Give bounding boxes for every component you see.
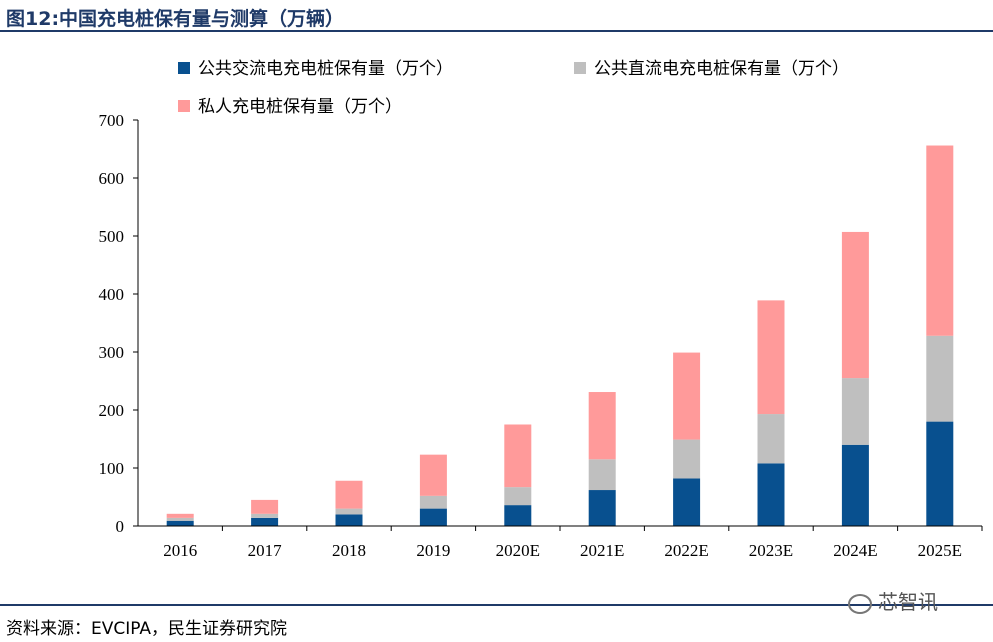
y-tick-label: 100 (99, 459, 125, 478)
wechat-icon (848, 593, 872, 614)
bar-segment-3 (841, 231, 869, 379)
bar-segment-2 (588, 459, 616, 491)
bar-segment-2 (335, 508, 363, 515)
y-axis: 0 100 200 300 400 500 600 700 (99, 111, 139, 536)
footer-divider (0, 604, 993, 606)
bar-segment-3 (335, 480, 363, 509)
bar-segment-1 (419, 508, 447, 526)
legend-label: 私人充电桩保有量（万个） (198, 97, 402, 117)
x-tick-label: 2016 (163, 541, 197, 560)
legend-swatch (574, 62, 586, 74)
bar-segment-3 (504, 424, 532, 488)
bar-segment-1 (335, 514, 363, 526)
bar-segment-2 (841, 378, 869, 445)
bars-group (166, 145, 954, 526)
watermark: 芯智讯 (848, 586, 938, 615)
y-tick-label: 600 (99, 169, 125, 188)
watermark-text: 芯智讯 (878, 590, 938, 614)
x-tick-label: 2018 (332, 541, 366, 560)
y-tick-label: 500 (99, 227, 125, 246)
bar-segment-2 (251, 513, 279, 518)
bar-segment-1 (841, 444, 869, 526)
bar-segment-3 (419, 454, 447, 496)
x-tick-label: 2020E (496, 541, 540, 560)
bar-segment-2 (166, 517, 194, 521)
bar-segment-2 (926, 335, 954, 422)
bar-segment-1 (757, 463, 785, 526)
x-axis: 2016 2017 2018 2019 2020E 2021E 2022E 2023E 2024… (138, 525, 983, 560)
bar-segment-3 (926, 145, 954, 336)
x-tick-label: 2022E (664, 541, 708, 560)
source-note: 资料来源：EVCIPA，民生证券研究院 (6, 619, 288, 639)
x-tick-label: 2019 (416, 541, 450, 560)
chart-legend: 公共交流电充电桩保有量（万个） 公共直流电充电桩保有量（万个） 私人充电桩保有量（万… (178, 59, 849, 117)
x-tick-label: 2024E (833, 541, 877, 560)
legend-swatch (178, 100, 190, 112)
legend-label: 公共交流电充电桩保有量（万个） (198, 59, 453, 79)
y-tick-label: 200 (99, 401, 125, 420)
bar-segment-3 (251, 499, 279, 514)
bar-segment-1 (588, 490, 616, 526)
y-tick-label: 400 (99, 285, 125, 304)
legend-swatch (178, 62, 190, 74)
stacked-bar-chart: 公共交流电充电桩保有量（万个） 公共直流电充电桩保有量（万个） 私人充电桩保有量（万… (99, 59, 983, 560)
bar-segment-1 (673, 478, 701, 526)
title-divider (0, 30, 993, 32)
legend-label: 公共直流电充电桩保有量（万个） (594, 59, 849, 79)
y-tick-label: 0 (116, 517, 125, 536)
bar-segment-3 (757, 300, 785, 415)
y-tick-label: 700 (99, 111, 125, 130)
bar-segment-3 (673, 352, 701, 440)
bar-segment-3 (588, 392, 616, 460)
page-title: 图12:中国充电桩保有量与测算（万辆） (6, 8, 345, 30)
bar-segment-1 (504, 505, 532, 526)
bar-segment-1 (926, 421, 954, 526)
bar-segment-2 (757, 414, 785, 464)
bar-segment-1 (251, 517, 279, 526)
x-tick-label: 2023E (749, 541, 793, 560)
x-tick-label: 2017 (248, 541, 283, 560)
x-tick-label: 2021E (580, 541, 624, 560)
title-bar: 图12:中国充电桩保有量与测算（万辆） (0, 0, 993, 34)
bar-segment-1 (166, 520, 194, 526)
bar-segment-2 (504, 487, 532, 506)
bar-segment-2 (419, 495, 447, 509)
x-tick-label: 2025E (918, 541, 962, 560)
y-tick-label: 300 (99, 343, 125, 362)
bar-segment-2 (673, 439, 701, 479)
bar-segment-3 (166, 513, 194, 518)
